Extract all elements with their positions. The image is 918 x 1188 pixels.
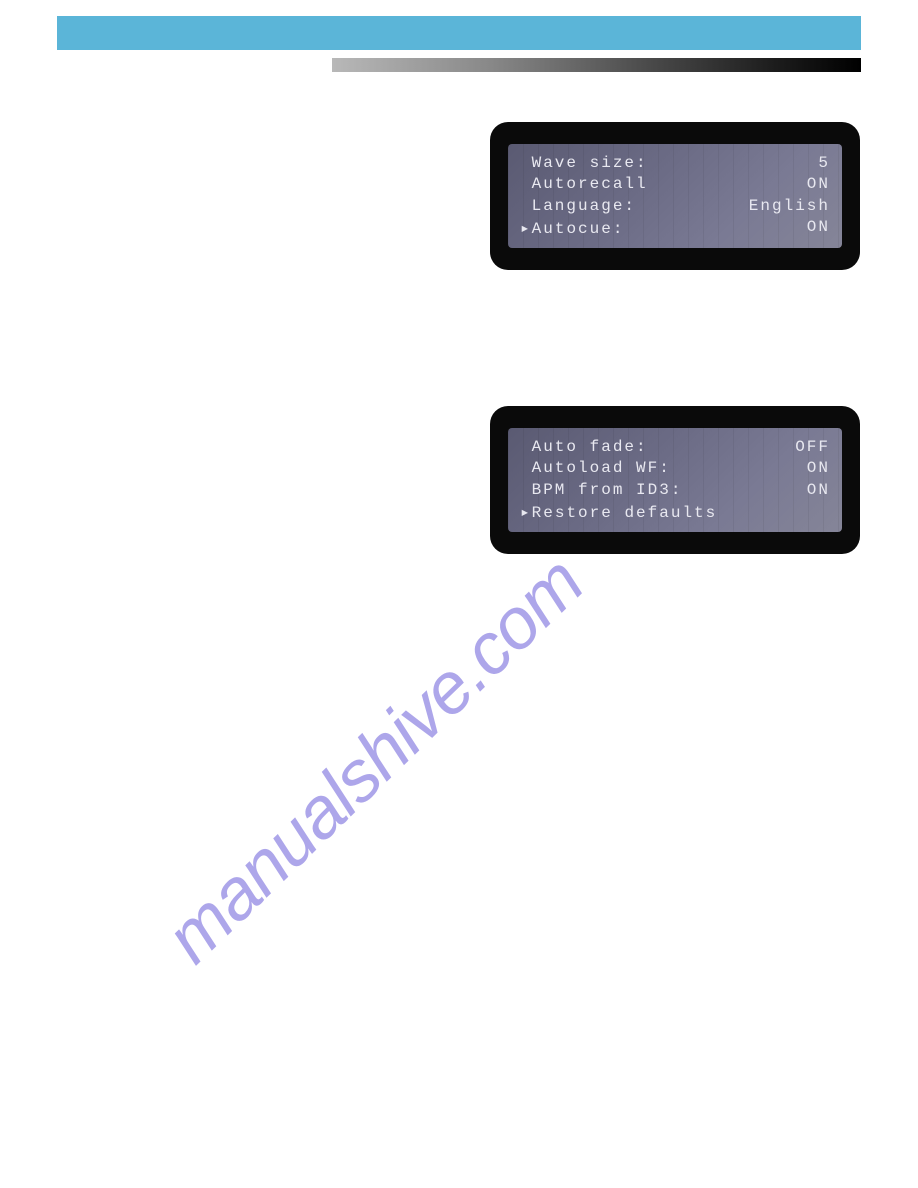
lcd-row-selected: ▸Autocue: ON xyxy=(520,218,830,238)
lcd-row: BPM from ID3: ON xyxy=(520,481,830,499)
subheader-gradient xyxy=(332,58,861,72)
lcd-row: Autoload WF: ON xyxy=(520,459,830,477)
lcd-screen-1: Wave size: 5 Autorecall ON Language: Eng… xyxy=(508,144,842,248)
lcd-value: OFF xyxy=(795,438,830,456)
lcd-value: ON xyxy=(807,459,830,477)
lcd-value: ON xyxy=(807,175,830,193)
lcd-label: Wave size: xyxy=(520,154,648,172)
lcd-row: Auto fade: OFF xyxy=(520,438,830,456)
watermark-text: manualshive.com xyxy=(150,541,599,979)
header-bar xyxy=(57,16,861,50)
lcd-row: Wave size: 5 xyxy=(520,154,830,172)
lcd-label: Auto fade: xyxy=(520,438,648,456)
lcd-label: ▸Autocue: xyxy=(520,218,624,238)
lcd-label: Autoload WF: xyxy=(520,459,671,477)
lcd-label: Autorecall xyxy=(520,175,648,193)
lcd-value: English xyxy=(749,197,830,215)
lcd-row: Autorecall ON xyxy=(520,175,830,193)
lcd-value: 5 xyxy=(818,154,830,172)
lcd-row-selected: ▸Restore defaults xyxy=(520,502,830,522)
lcd-label: BPM from ID3: xyxy=(520,481,682,499)
lcd-screen-2: Auto fade: OFF Autoload WF: ON BPM from … xyxy=(508,428,842,532)
lcd-value: ON xyxy=(807,481,830,499)
lcd-display-1: Wave size: 5 Autorecall ON Language: Eng… xyxy=(490,122,860,270)
lcd-label: Language: xyxy=(520,197,636,215)
lcd-row: Language: English xyxy=(520,197,830,215)
lcd-value: ON xyxy=(807,218,830,238)
lcd-display-2: Auto fade: OFF Autoload WF: ON BPM from … xyxy=(490,406,860,554)
